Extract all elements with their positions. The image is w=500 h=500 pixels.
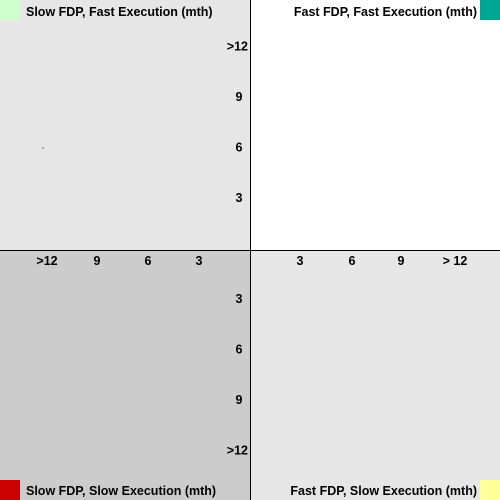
x-tick-right: 6	[349, 254, 356, 268]
quadrant-top-right	[250, 0, 500, 250]
x-tick-left: 6	[145, 254, 152, 268]
y-tick-up: 9	[236, 90, 243, 104]
quadrant-bottom-left	[0, 250, 250, 500]
y-tick-down: 9	[236, 393, 243, 407]
x-tick-left: 9	[94, 254, 101, 268]
quadrant-label-top-right: Fast FDP, Fast Execution (mth)	[294, 5, 477, 19]
data-point	[42, 147, 44, 149]
tick-labels: 3 6 9 >12 3 6 9 > 12 3 6 9 >12 3 6 9 >12	[36, 40, 467, 458]
x-tick-right: 3	[297, 254, 304, 268]
legend-swatch-bottom-right	[480, 480, 500, 500]
x-tick-left: 3	[196, 254, 203, 268]
y-tick-up: 3	[236, 191, 243, 205]
legend-swatch-top-right	[480, 0, 500, 20]
x-tick-right: 9	[398, 254, 405, 268]
legend-swatch-top-left	[0, 0, 20, 20]
x-tick-left: >12	[36, 254, 57, 268]
quadrant-label-top-left: Slow FDP, Fast Execution (mth)	[26, 5, 213, 19]
y-tick-down: >12	[227, 444, 248, 458]
y-tick-up: >12	[227, 40, 248, 54]
legend-swatch-bottom-left	[0, 480, 20, 500]
quadrant-top-left	[0, 0, 250, 250]
quadrant-bottom-right	[250, 250, 500, 500]
y-tick-down: 6	[236, 343, 243, 357]
quadrant-label-bottom-right: Fast FDP, Slow Execution (mth)	[290, 484, 477, 498]
quadrant-label-bottom-left: Slow FDP, Slow Execution (mth)	[26, 484, 216, 498]
data-points	[42, 147, 44, 149]
x-tick-right: > 12	[443, 254, 468, 268]
y-tick-up: 6	[236, 141, 243, 155]
y-tick-down: 3	[236, 292, 243, 306]
